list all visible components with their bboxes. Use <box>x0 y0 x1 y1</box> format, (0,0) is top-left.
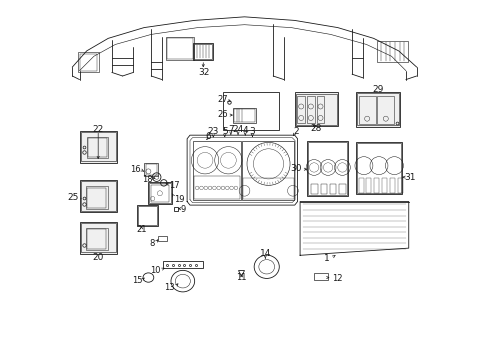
Bar <box>138 206 156 225</box>
Bar <box>310 184 317 194</box>
Bar <box>376 41 407 62</box>
Text: 13: 13 <box>164 283 175 292</box>
Bar <box>297 96 305 123</box>
Bar <box>329 184 336 194</box>
Text: 12: 12 <box>332 274 342 283</box>
Bar <box>193 176 239 199</box>
Bar <box>87 229 106 249</box>
Bar <box>158 235 167 241</box>
Text: 10: 10 <box>149 266 160 275</box>
Bar <box>81 181 116 211</box>
Bar <box>376 96 394 124</box>
Text: 29: 29 <box>371 85 383 94</box>
Text: 32: 32 <box>198 68 209 77</box>
Text: 26: 26 <box>217 110 227 119</box>
Bar <box>320 184 326 194</box>
Bar <box>163 261 203 268</box>
Text: 9: 9 <box>180 205 185 214</box>
Bar <box>223 92 278 130</box>
Bar <box>81 132 116 161</box>
Text: 2: 2 <box>293 127 299 136</box>
Text: 20: 20 <box>92 253 103 262</box>
Bar <box>88 138 107 157</box>
Bar <box>81 223 116 252</box>
Bar <box>234 109 255 122</box>
Bar <box>373 178 379 193</box>
Bar <box>233 108 256 123</box>
Bar <box>355 92 400 127</box>
Text: 23: 23 <box>207 127 219 136</box>
Bar <box>294 92 337 126</box>
Bar <box>308 141 346 195</box>
Bar <box>192 140 241 200</box>
Text: 31: 31 <box>403 173 415 182</box>
Text: 18: 18 <box>142 175 152 184</box>
Bar <box>389 178 394 193</box>
Bar <box>339 184 345 194</box>
Bar <box>80 131 117 163</box>
Text: 14: 14 <box>259 249 270 258</box>
Bar <box>87 188 106 208</box>
Text: 15: 15 <box>132 276 142 285</box>
Bar <box>306 96 314 123</box>
Text: 5: 5 <box>222 127 227 136</box>
Bar <box>316 96 324 123</box>
Bar <box>80 222 117 254</box>
Bar <box>356 143 400 193</box>
Bar <box>147 182 172 204</box>
Bar <box>366 178 371 193</box>
Bar <box>295 94 336 125</box>
Text: 6: 6 <box>205 132 211 141</box>
Bar <box>80 54 97 71</box>
Bar <box>137 205 158 226</box>
Text: 4: 4 <box>242 126 247 135</box>
Bar <box>148 183 171 203</box>
Bar <box>242 140 294 200</box>
Text: 27: 27 <box>217 95 227 104</box>
Text: 11: 11 <box>236 273 246 282</box>
Bar <box>355 142 402 194</box>
Bar <box>313 273 327 280</box>
Text: 25: 25 <box>67 193 79 202</box>
Bar <box>86 228 107 250</box>
Bar <box>165 37 194 60</box>
Bar <box>150 185 169 202</box>
Bar <box>382 178 386 193</box>
Bar <box>86 137 108 158</box>
Text: 24: 24 <box>232 125 243 134</box>
Bar <box>243 178 294 199</box>
Text: 21: 21 <box>136 225 146 234</box>
Bar <box>358 178 363 193</box>
Text: 1: 1 <box>324 255 329 264</box>
Bar <box>80 180 117 212</box>
Bar <box>86 186 107 209</box>
Bar <box>166 38 193 59</box>
Text: 22: 22 <box>92 125 103 134</box>
Bar <box>194 44 211 59</box>
Bar <box>306 140 348 196</box>
Text: 7: 7 <box>227 125 233 134</box>
Text: 28: 28 <box>310 124 321 133</box>
Text: 19: 19 <box>174 194 184 203</box>
Bar <box>192 42 213 60</box>
Bar <box>78 51 99 72</box>
Text: 8: 8 <box>149 239 155 248</box>
Bar <box>358 96 375 124</box>
Bar <box>397 178 402 193</box>
Text: 30: 30 <box>289 164 301 173</box>
Bar <box>145 164 157 175</box>
Text: 3: 3 <box>249 127 255 136</box>
Text: 17: 17 <box>169 180 180 189</box>
Bar <box>356 93 398 126</box>
Bar <box>144 163 158 176</box>
Text: 16: 16 <box>130 165 140 174</box>
